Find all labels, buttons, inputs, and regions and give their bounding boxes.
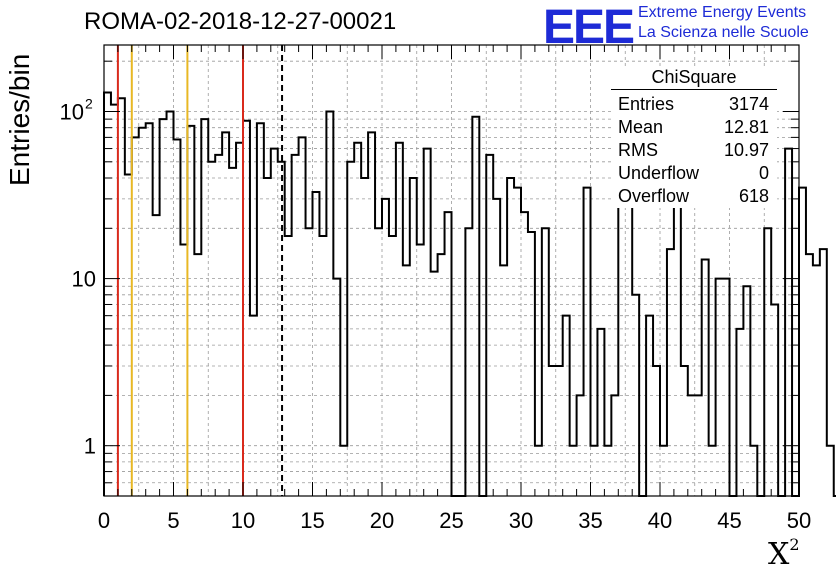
stats-label: Entries (618, 94, 675, 114)
x-tick-label: 50 (787, 508, 811, 533)
stats-value: 10.97 (723, 140, 769, 160)
stats-value: 618 (738, 186, 769, 206)
y-tick-exponent: 2 (85, 95, 93, 111)
x-tick-label: 25 (439, 508, 463, 533)
x-tick-label: 15 (300, 508, 324, 533)
x-axis-label-base: X (768, 537, 790, 572)
stats-value: 3174 (728, 94, 769, 114)
reference-lines (116, 45, 284, 496)
y-tick-label: 1 (84, 434, 96, 459)
logo-line-1: Extreme Energy Events (638, 4, 807, 21)
logo-line-2: La Scienza nelle Scuole (638, 24, 809, 41)
stats-label: RMS (618, 140, 658, 160)
stats-row-mean: Mean 12.81 (611, 116, 777, 139)
stats-box: ChiSquare Entries 3174 Mean 12.81 RMS 10… (611, 67, 777, 208)
stats-title: ChiSquare (611, 67, 777, 90)
y-axis-label: Entries/bin (4, 53, 35, 186)
run-title: ROMA-02-2018-12-27-00021 (84, 8, 397, 35)
grid-lines (104, 45, 799, 496)
stats-label: Overflow (618, 186, 690, 206)
stats-row-rms: RMS 10.97 (611, 139, 777, 162)
x-tick-label: 40 (648, 508, 672, 533)
eee-logo: EEE (543, 1, 635, 54)
stats-row-underflow: Underflow 0 (611, 162, 777, 185)
x-tick-label: 30 (509, 508, 533, 533)
stats-label: Mean (618, 117, 664, 137)
y-tick-label: 10 (72, 267, 96, 292)
stats-value: 0 (758, 163, 769, 183)
x-axis-label-exponent: 2 (789, 535, 800, 554)
x-tick-label: 10 (231, 508, 255, 533)
histogram-outline (103, 91, 836, 497)
y-tick-label: 10 (60, 99, 84, 124)
x-tick-label: 0 (98, 508, 110, 533)
x-axis-label: X2 (768, 535, 800, 572)
stats-row-overflow: Overflow 618 (611, 185, 777, 208)
stats-value: 12.81 (723, 117, 769, 137)
stats-label: Underflow (618, 163, 700, 183)
x-tick-label: 5 (167, 508, 179, 533)
histogram-bars (103, 91, 836, 497)
x-tick-label: 20 (370, 508, 394, 533)
x-tick-label: 45 (717, 508, 741, 533)
x-tick-label: 35 (578, 508, 602, 533)
stats-row-entries: Entries 3174 (611, 93, 777, 116)
